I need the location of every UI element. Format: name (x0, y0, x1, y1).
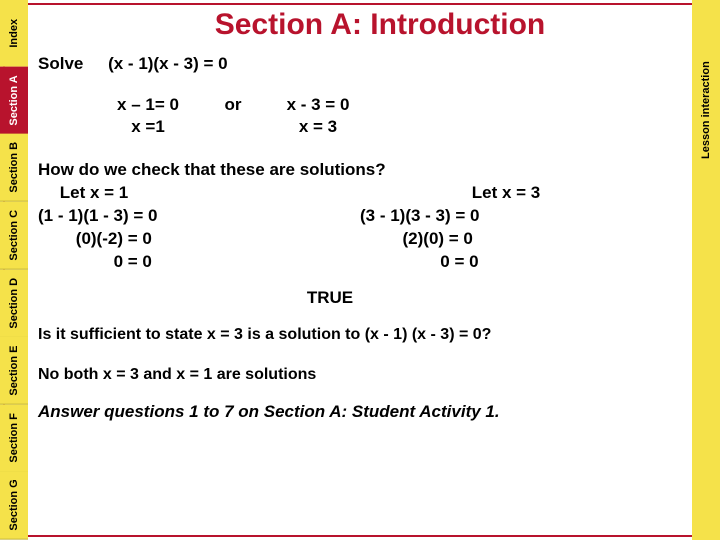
solve-equation: (x - 1)(x - 3) = 0 (108, 54, 228, 73)
tab-section-c[interactable]: Section C (0, 202, 28, 270)
sufficient-answer: No both x = 3 and x = 1 are solutions (38, 366, 682, 384)
check-right-l4: 0 = 0 (360, 251, 682, 274)
sufficient-question: Is it sufficient to state x = 3 is a sol… (38, 326, 682, 344)
check-left-l2: (1 - 1)(1 - 3) = 0 (38, 205, 360, 228)
tab-section-f[interactable]: Section F (0, 405, 28, 473)
tab-section-a[interactable]: Section A (0, 67, 28, 135)
check-columns: Let x = 1 (1 - 1)(1 - 3) = 0 (0)(-2) = 0… (38, 182, 682, 274)
check-col-left: Let x = 1 (1 - 1)(1 - 3) = 0 (0)(-2) = 0… (38, 182, 360, 274)
tab-lesson-interaction[interactable]: Lesson interaction (692, 20, 720, 200)
tab-index[interactable]: Index (0, 0, 28, 67)
case-or: or (208, 94, 258, 116)
check-col-right: Let x = 3 (3 - 1)(3 - 3) = 0 (2)(0) = 0 … (360, 182, 682, 274)
check-right-l2: (3 - 1)(3 - 3) = 0 (360, 205, 682, 228)
check-left-l3: (0)(-2) = 0 (38, 228, 360, 251)
factor-cases: x – 1= 0 or x - 3 = 0 x =1 x = 3 (88, 94, 682, 138)
case-right-top: x - 3 = 0 (258, 94, 378, 116)
check-left-l4: 0 = 0 (38, 251, 360, 274)
solve-line: Solve (x - 1)(x - 3) = 0 (38, 54, 682, 74)
case-right-bot: x = 3 (258, 116, 378, 138)
check-left-let: Let x = 1 (0, 182, 210, 205)
solve-label: Solve (38, 54, 83, 73)
check-question: How do we check that these are solutions… (38, 160, 682, 180)
case-left-bot: x =1 (88, 116, 208, 138)
check-right-let: Let x = 3 (330, 182, 682, 205)
tab-section-e[interactable]: Section E (0, 337, 28, 405)
check-right-l3: (2)(0) = 0 (360, 228, 682, 251)
true-label: TRUE (0, 288, 682, 308)
activity-instruction: Answer questions 1 to 7 on Section A: St… (38, 402, 682, 422)
left-tab-strip: Index Section A Section B Section C Sect… (0, 0, 28, 540)
case-left-top: x – 1= 0 (88, 94, 208, 116)
page-title: Section A: Introduction (78, 8, 682, 42)
tab-section-g[interactable]: Section G (0, 472, 28, 540)
slide-content: Section A: Introduction Solve (x - 1)(x … (38, 8, 682, 532)
